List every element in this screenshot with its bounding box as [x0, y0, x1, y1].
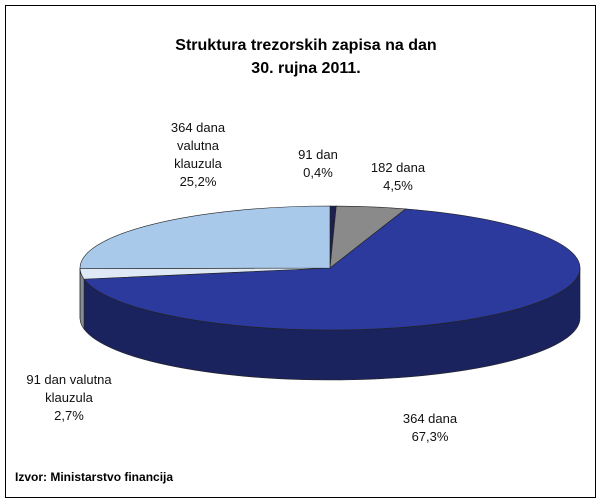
data-label: 182 dana 4,5%: [358, 159, 438, 195]
label-value: 0,4%: [303, 165, 333, 180]
label-value: 25,2%: [179, 174, 217, 189]
slice: [83, 208, 581, 331]
source: Izvor: Ministarstvo financija: [15, 470, 173, 484]
label-value: 2,7%: [54, 408, 84, 423]
label-name: 182 dana: [370, 160, 426, 175]
label-value: 67,3%: [411, 429, 449, 444]
chart-title: Struktura trezorskih zapisa na dan: [175, 37, 436, 54]
data-label: 364 dana 67,3%: [385, 410, 475, 446]
data-label: 364 dana valutna klauzula 25,2%: [158, 119, 238, 191]
label-name: 364 dana: [402, 411, 458, 426]
data-label: 91 dan valutna klauzula 2,7%: [10, 371, 128, 425]
label-name: 364 dana valutna klauzula: [170, 120, 226, 171]
label-name: 91 dan valutna klauzula: [26, 372, 112, 405]
slice: [79, 205, 331, 269]
data-label: 91 dan 0,4%: [278, 146, 358, 182]
label-value: 4,5%: [383, 178, 413, 193]
label-name: 91 dan: [298, 147, 338, 162]
chart-title: 30. rujna 2011.: [251, 60, 360, 77]
